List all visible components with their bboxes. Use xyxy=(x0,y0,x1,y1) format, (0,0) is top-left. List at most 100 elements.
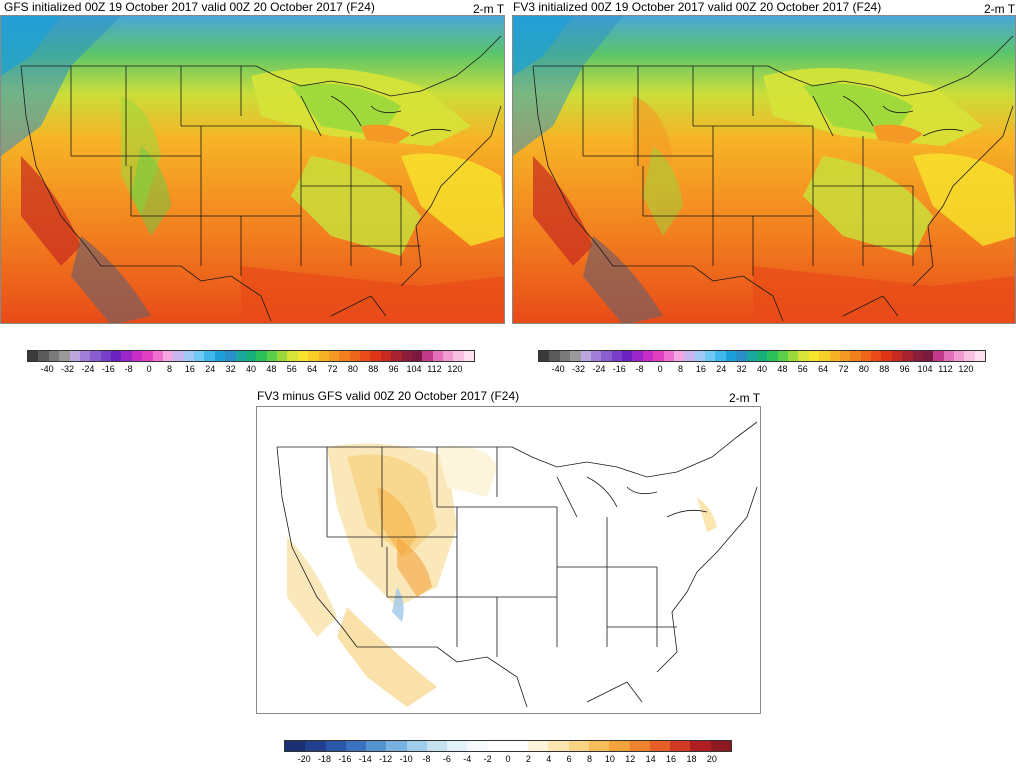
gfs-colorbar-tick-label: -16 xyxy=(101,364,115,374)
diff-colorbar-tick-label: 18 xyxy=(686,754,697,764)
fv3-colorbar-swatch xyxy=(881,351,892,361)
gfs-colorbar-swatch xyxy=(380,351,392,361)
fv3-colorbar-swatch xyxy=(860,351,871,361)
fv3-colorbar-swatch xyxy=(954,351,965,361)
gfs-colorbar-tick-label: 104 xyxy=(406,364,422,374)
gfs-colorbar-swatch xyxy=(90,351,101,361)
gfs-colorbar-swatch xyxy=(162,351,174,361)
diff-colorbar-swatch xyxy=(386,741,407,751)
diff-colorbar-swatch xyxy=(548,741,569,751)
fv3-colorbar-swatches xyxy=(538,350,986,362)
gfs-colorbar-swatch xyxy=(79,351,91,361)
fv3-colorbar-tick-label: 120 xyxy=(958,364,974,374)
fv3-colorbar-swatch xyxy=(642,351,654,361)
diff-colorbar-swatch xyxy=(325,741,346,751)
diff-colorbar-tick-label: -20 xyxy=(297,754,311,764)
diff-colorbar-tick-label: 4 xyxy=(546,754,552,764)
gfs-colorbar-swatch xyxy=(204,351,215,361)
gfs-colorbar-swatch xyxy=(235,351,246,361)
diff-colorbar-tick-label: 8 xyxy=(587,754,593,764)
gfs-temperature-map xyxy=(0,15,505,324)
fv3-colorbar-tick-label: 72 xyxy=(838,364,849,374)
gfs-colorbar-swatch xyxy=(297,351,309,361)
gfs-colorbar-swatch xyxy=(100,351,111,361)
gfs-colorbar-tick-label: -32 xyxy=(61,364,75,374)
gfs-colorbar-swatch xyxy=(463,351,475,361)
fv3-colorbar-tick-label: 24 xyxy=(716,364,727,374)
fv3-panel-title: FV3 initialized 00Z 19 October 2017 vali… xyxy=(513,0,882,14)
gfs-colorbar-tick-label: 96 xyxy=(388,364,399,374)
diff-colorbar-tick-label: -4 xyxy=(463,754,472,764)
diff-colorbar-tick-label: -10 xyxy=(399,754,413,764)
diff-colorbar-tick-label: -6 xyxy=(442,754,451,764)
gfs-colorbar-swatch xyxy=(339,351,350,361)
fv3-colorbar-swatch xyxy=(705,351,716,361)
fv3-colorbar-swatch xyxy=(736,351,747,361)
gfs-colorbar-tick-label: 16 xyxy=(184,364,195,374)
gfs-colorbar-swatch xyxy=(287,351,298,361)
diff-colorbar-swatch xyxy=(426,741,448,751)
gfs-colorbar-swatch xyxy=(308,351,319,361)
gfs-panel-title: GFS initialized 00Z 19 October 2017 vali… xyxy=(4,0,375,14)
diff-panel-title: FV3 minus GFS valid 00Z 20 October 2017 … xyxy=(257,389,520,403)
gfs-colorbar-swatch xyxy=(453,351,464,361)
diff-colorbar: -20 -18 -16 -14 -12 -10 -8 -6 -4 -2 0 2 4 6 8 10 12 14 16 1… xyxy=(284,740,732,768)
fv3-colorbar-swatch xyxy=(943,351,954,361)
fv3-colorbar-swatch xyxy=(746,351,757,361)
fv3-colorbar-swatch xyxy=(653,351,664,361)
fv3-colorbar-swatch xyxy=(767,351,778,361)
diff-colorbar-tick-label: -2 xyxy=(483,754,492,764)
fv3-colorbar-swatch xyxy=(798,351,809,361)
fv3-colorbar-tick-label: 80 xyxy=(858,364,869,374)
diff-colorbar-tick-label: -8 xyxy=(422,754,431,764)
gfs-colorbar-swatch xyxy=(432,351,443,361)
gfs-colorbar-tick-label: -24 xyxy=(81,364,95,374)
diff-colorbar-swatch xyxy=(487,741,508,751)
diff-colorbar-tick-label: 0 xyxy=(505,754,511,764)
diff-colorbar-tick-label: -16 xyxy=(338,754,352,764)
fv3-colorbar-tick-label: 8 xyxy=(677,364,683,374)
fv3-colorbar-ticks: -40 -32 -24 -16 -8 0 8 16 24 32 40 48 56 64 72 80 88 96 10… xyxy=(538,364,986,378)
gfs-colorbar-swatch xyxy=(370,351,381,361)
diff-colorbar-tick-label: -14 xyxy=(358,754,372,764)
diff-temperature-map xyxy=(256,406,761,714)
fv3-colorbar-swatch xyxy=(694,351,705,361)
gfs-colorbar-swatch xyxy=(422,351,433,361)
gfs-colorbar-tick-label: 48 xyxy=(266,364,277,374)
fv3-colorbar-swatch xyxy=(933,351,944,361)
gfs-colorbar-tick-label: 24 xyxy=(205,364,216,374)
fv3-colorbar-swatch xyxy=(850,351,861,361)
fv3-colorbar-swatch xyxy=(715,351,726,361)
diff-map-canvas xyxy=(257,407,760,713)
gfs-colorbar-swatch xyxy=(28,351,39,361)
fv3-colorbar-tick-label: 104 xyxy=(917,364,933,374)
fv3-colorbar-swatch xyxy=(891,351,903,361)
diff-colorbar-swatch xyxy=(467,741,488,751)
gfs-colorbar-swatch xyxy=(142,351,153,361)
gfs-colorbar-swatch xyxy=(277,351,288,361)
fv3-colorbar-tick-label: -8 xyxy=(635,364,644,374)
gfs-colorbar-swatch xyxy=(391,351,402,361)
diff-colorbar-swatch xyxy=(588,741,610,751)
gfs-colorbar-tick-label: 120 xyxy=(447,364,463,374)
gfs-colorbar-ticks: -40 -32 -24 -16 -8 0 8 16 24 32 40 48 56 64 72 80 88 96 10… xyxy=(27,364,475,378)
gfs-colorbar-swatch xyxy=(256,351,267,361)
gfs-colorbar-swatch xyxy=(443,351,454,361)
fv3-colorbar-swatch xyxy=(871,351,882,361)
fv3-map-canvas xyxy=(513,16,1015,323)
gfs-colorbar-swatch xyxy=(401,351,412,361)
gfs-colorbar-swatch xyxy=(360,351,371,361)
diff-colorbar-ticks: -20 -18 -16 -14 -12 -10 -8 -6 -4 -2 0 2 4 6 8 10 12 14 16 1… xyxy=(284,754,732,768)
fv3-colorbar-swatch xyxy=(663,351,674,361)
gfs-colorbar-tick-label: 64 xyxy=(307,364,318,374)
gfs-colorbar-tick-label: 0 xyxy=(146,364,152,374)
diff-colorbar-swatches xyxy=(284,740,732,752)
fv3-colorbar-swatch xyxy=(549,351,560,361)
gfs-colorbar-tick-label: 8 xyxy=(166,364,172,374)
diff-colorbar-swatch xyxy=(305,741,326,751)
gfs-colorbar-tick-label: -8 xyxy=(124,364,133,374)
gfs-colorbar-swatch xyxy=(131,351,143,361)
gfs-colorbar-swatch xyxy=(411,351,423,361)
fv3-temperature-colorbar: -40 -32 -24 -16 -8 0 8 16 24 32 40 48 56 64 72 80 88 96 10… xyxy=(538,350,986,378)
fv3-colorbar-tick-label: 96 xyxy=(899,364,910,374)
